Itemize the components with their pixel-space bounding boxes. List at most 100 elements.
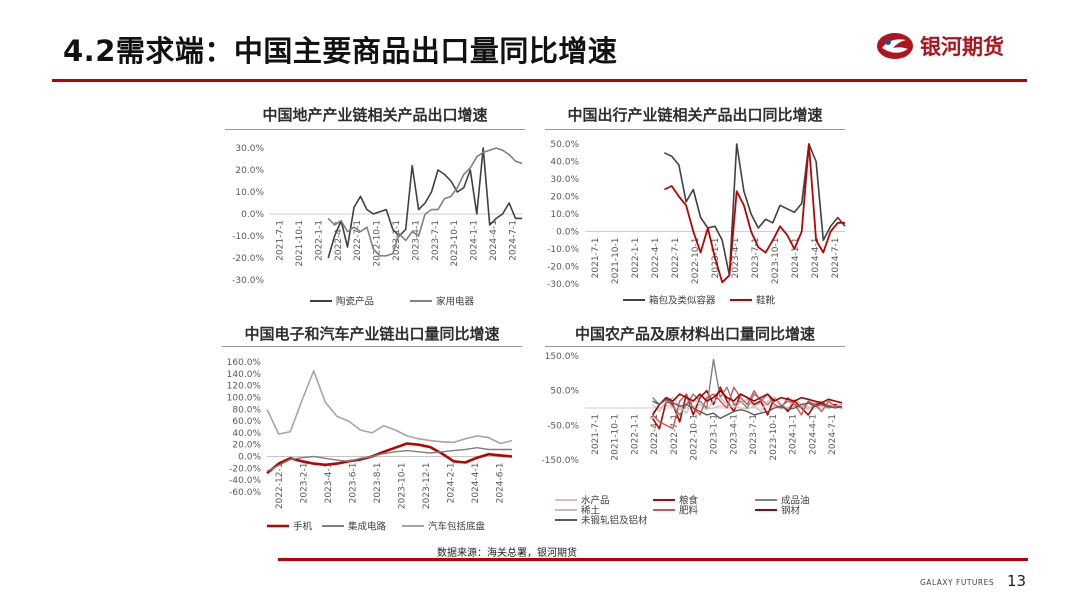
chart3-title: 中国电子和汽车产业链出口量同比增速 bbox=[244, 325, 500, 343]
chart4-legend-label-2: 成品油 bbox=[781, 495, 810, 507]
chart1-plot: -30.0% -20.0% -10.0% 0.0% 10.0% 20.0% 30.0% 202… bbox=[232, 144, 523, 308]
chart1-x-tick: 2023-7-1 bbox=[431, 220, 441, 261]
chart3-legend-label-2: 汽车包括底盘 bbox=[428, 521, 486, 533]
chart2-legend-label-0: 箱包及类似容器 bbox=[649, 295, 716, 307]
chart1-y-tick: 30.0% bbox=[235, 144, 264, 154]
data-source: 数据来源：海关总署，银河期货 bbox=[437, 548, 577, 559]
chart3-series-1-line bbox=[266, 446, 512, 472]
chart4-x-tick: 2023-7-1 bbox=[749, 414, 759, 455]
chart2-x-tick: 2023-10-1 bbox=[771, 238, 781, 285]
chart2-y-tick: 0.0% bbox=[556, 228, 579, 238]
chart3-y-tick: 0.0% bbox=[238, 453, 261, 463]
chart2-title-rule bbox=[545, 129, 845, 130]
chart1-x-tick: 2022-7-1 bbox=[353, 220, 363, 261]
title-rule bbox=[52, 79, 1027, 82]
chart1-series-1-line bbox=[327, 147, 523, 257]
chart3-x-tick: 2024-2-1 bbox=[447, 463, 457, 504]
chart4-legend-label-4: 肥料 bbox=[679, 505, 699, 517]
chart3-plot: -60.0% -40.0% -20.0%0.0% 20.0% 40.0% 60.0% 80.… bbox=[227, 358, 513, 533]
chart2-x-tick: 2022-1-1 bbox=[631, 238, 641, 279]
chart3-legend-label-0: 手机 bbox=[293, 521, 313, 533]
chart1-x-tick: 2024-4-1 bbox=[489, 220, 499, 261]
chart2-x-tick: 2022-7-1 bbox=[671, 238, 681, 279]
chart4-x-tick: 2021-10-1 bbox=[611, 414, 621, 461]
chart4-y-tick: -50.0% bbox=[547, 421, 579, 431]
chart1-y-tick: -20.0% bbox=[232, 254, 264, 264]
chart3-x-tick: 2024-4-1 bbox=[471, 463, 481, 504]
chart1-y-tick: -30.0% bbox=[232, 276, 264, 286]
chart3-y-tick: 80.0% bbox=[232, 405, 261, 415]
chart4-legend-label-5: 钢材 bbox=[781, 505, 801, 517]
chart2-y-tick: 20.0% bbox=[550, 193, 579, 203]
chart2-x-tick: 2023-4-1 bbox=[731, 238, 741, 279]
chart4-legend-label-6: 未锻轧铝及铝材 bbox=[581, 515, 648, 527]
chart3-legend-label-1: 集成电路 bbox=[348, 521, 387, 533]
chart1-x-tick: 2022-4-1 bbox=[334, 220, 344, 261]
company-logo: 银河期货 bbox=[876, 26, 1004, 66]
chart3-y-tick: 20.0% bbox=[232, 441, 261, 451]
chart2-x-tick: 2023-1-1 bbox=[711, 238, 721, 279]
chart2-y-tick: -20.0% bbox=[547, 263, 579, 273]
chart4-x-tick: 2022-7-1 bbox=[670, 414, 680, 455]
chart4-legend-label-0: 水产品 bbox=[581, 495, 610, 507]
chart1-x-tick: 2021-7-1 bbox=[276, 220, 286, 261]
chart1-y-tick: -10.0% bbox=[232, 232, 264, 242]
chart4-series-5-line bbox=[651, 389, 843, 416]
chart2-y-tick: 30.0% bbox=[550, 175, 579, 185]
chart2-x-tick: 2023-7-1 bbox=[751, 238, 761, 279]
chart2-x-tick: 2022-10-1 bbox=[691, 238, 701, 285]
chart4-series-3-line bbox=[652, 396, 843, 414]
page-number: 13 bbox=[1007, 572, 1027, 590]
chart4-x-tick: 2024-4-1 bbox=[808, 414, 818, 455]
chart3-x-tick: 2023-12-1 bbox=[422, 463, 432, 510]
chart4-plot: -150.0% -50.0% 50.0% 150.0% 2021-7-1 2021-10-… bbox=[541, 352, 843, 527]
chart1-x-tick: 2022-10-1 bbox=[373, 220, 383, 267]
chart2-legend-label-1: 鞋靴 bbox=[756, 295, 776, 307]
chart4-title: 中国农产品及原材料出口量同比增速 bbox=[574, 325, 815, 343]
chart4-x-tick: 2022-1-1 bbox=[630, 414, 640, 455]
chart3-y-tick: 160.0% bbox=[227, 358, 262, 368]
chart2-y-tick: -30.0% bbox=[547, 280, 579, 290]
chart2-y-tick: 40.0% bbox=[550, 158, 579, 168]
chart2-x-tick: 2021-7-1 bbox=[591, 238, 601, 279]
chart1-x-tick: 2024-7-1 bbox=[508, 220, 518, 261]
chart3-x-tick: 2023-6-1 bbox=[349, 463, 359, 504]
chart2-y-tick: 10.0% bbox=[550, 210, 579, 220]
chart1-legend-label-1: 家用电器 bbox=[436, 296, 475, 308]
chart1-x-tick: 2021-10-1 bbox=[295, 220, 305, 267]
chart3-y-tick: -40.0% bbox=[229, 476, 261, 486]
chart3-x-tick: 2023-2-1 bbox=[300, 463, 310, 504]
chart2-series-0-line bbox=[664, 143, 846, 277]
chart4-series-6-line bbox=[652, 398, 843, 420]
chart4-y-tick: 50.0% bbox=[550, 387, 579, 397]
chart2-y-tick: 50.0% bbox=[550, 140, 579, 150]
chart2-y-tick: -10.0% bbox=[547, 245, 579, 255]
chart1-y-tick: 20.0% bbox=[235, 166, 264, 176]
chart1-title-rule bbox=[225, 129, 525, 130]
chart3-y-tick: -60.0% bbox=[229, 488, 261, 498]
chart3-y-tick: 40.0% bbox=[232, 429, 261, 439]
chart3-y-tick: 60.0% bbox=[232, 417, 261, 427]
chart3-x-tick: 2023-4-1 bbox=[324, 463, 334, 504]
chart1-y-tick: 10.0% bbox=[235, 188, 264, 198]
chart2-x-tick: 2021-10-1 bbox=[611, 238, 621, 285]
chart2-title: 中国出行产业链相关产品出口同比增速 bbox=[567, 106, 823, 124]
chart4-x-tick: 2024-1-1 bbox=[789, 414, 799, 455]
chart3-x-tick: 2024-6-1 bbox=[496, 463, 506, 504]
chart3-series-2-line bbox=[266, 370, 513, 445]
chart3-x-tick: 2022-12-1 bbox=[275, 463, 285, 510]
chart1-x-tick: 2023-10-1 bbox=[450, 220, 460, 267]
chart3-x-tick: 2023-10-1 bbox=[398, 463, 408, 510]
chart3-x-tick: 2023-8-1 bbox=[373, 463, 383, 504]
chart4-x-tick: 2022-4-1 bbox=[650, 414, 660, 455]
chart1-series-0-line bbox=[327, 147, 522, 259]
chart2-x-tick: 2024-4-1 bbox=[811, 238, 821, 279]
footer-brand: GALAXY FUTURES bbox=[920, 578, 995, 587]
chart1-x-tick: 2024-1-1 bbox=[470, 220, 480, 261]
chart3-y-tick: 100.0% bbox=[227, 393, 262, 403]
chart2-x-tick: 2024-1-1 bbox=[791, 238, 801, 279]
chart4-legend-label-1: 粮食 bbox=[679, 495, 699, 507]
chart4-x-tick: 2022-10-1 bbox=[690, 414, 700, 461]
chart1-x-tick: 2023-4-1 bbox=[411, 220, 421, 261]
chart1-legend-label-0: 陶瓷产品 bbox=[336, 296, 374, 308]
